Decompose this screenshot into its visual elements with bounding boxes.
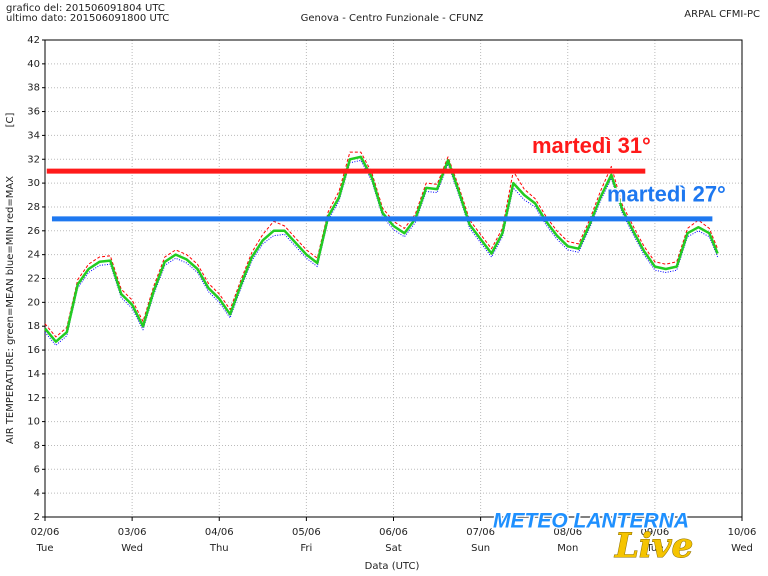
series-line (44, 159, 719, 346)
y-tick-label: 30 (27, 178, 40, 189)
y-tick-label: 4 (34, 488, 40, 499)
y-tick-label: 26 (27, 226, 40, 237)
y-tick-label: 18 (27, 321, 40, 332)
x-tick-label: 07/06 (466, 527, 495, 538)
x-tick-day: Sun (471, 543, 490, 554)
plot-frame (44, 39, 743, 518)
series-line (44, 155, 719, 343)
y-tick-label: 6 (34, 464, 40, 475)
reference-label: martedì 27° (607, 182, 726, 207)
y-axis-label: AIR TEMPERATURE: green=MEAN blue=MIN red… (5, 176, 16, 444)
header-line: ultimo dato: 201506091800 UTC (6, 13, 169, 24)
series-line (44, 151, 719, 338)
x-tick-day: Wed (121, 543, 143, 554)
y-tick-label: 36 (27, 107, 40, 118)
x-tick-label: 03/06 (118, 527, 147, 538)
x-tick-day: Sat (385, 543, 401, 554)
y-tick-label: 40 (27, 59, 40, 70)
y-tick-label: 42 (27, 35, 40, 46)
x-tick-day: Fri (300, 543, 312, 554)
source: ARPAL CFMI-PC (684, 9, 760, 20)
y-unit: [C] (5, 113, 16, 128)
x-tick-label: 09/06 (640, 527, 669, 538)
header-line: grafico del: 201506091804 UTC (6, 3, 165, 14)
y-tick-label: 24 (27, 250, 40, 261)
y-tick-label: 22 (27, 274, 40, 285)
x-tick-label: 05/06 (292, 527, 321, 538)
x-tick-label: 10/06 (728, 527, 757, 538)
chart-title: Genova - Centro Funzionale - CFUNZ (301, 13, 484, 24)
y-tick-label: 8 (34, 440, 40, 451)
x-tick-label: 06/06 (379, 527, 408, 538)
y-tick-label: 16 (27, 345, 40, 356)
y-tick-label: 34 (27, 130, 40, 141)
x-tick-label: 02/06 (31, 527, 60, 538)
x-tick-day: Tue (35, 543, 53, 554)
y-tick-label: 20 (27, 297, 40, 308)
x-tick-day: Wed (731, 543, 753, 554)
watermark: METEO LANTERNA (493, 510, 689, 533)
x-tick-label: 08/06 (553, 527, 582, 538)
y-tick-label: 14 (27, 369, 40, 380)
y-tick-label: 10 (27, 417, 40, 428)
x-axis-label: Data (UTC) (365, 561, 420, 572)
y-tick-label: 28 (27, 202, 40, 213)
y-tick-label: 2 (34, 512, 40, 523)
x-tick-day: Tue (645, 543, 663, 554)
y-tick-label: 38 (27, 83, 40, 94)
x-tick-label: 04/06 (205, 527, 234, 538)
reference-label: martedì 31° (532, 133, 651, 158)
y-tick-label: 12 (27, 393, 40, 404)
x-tick-day: Thu (209, 543, 229, 554)
plot: 2468101214161820222426283032343638404202… (27, 35, 756, 554)
x-tick-day: Mon (557, 543, 578, 554)
watermark: Live (614, 526, 693, 566)
y-tick-label: 32 (27, 154, 40, 165)
